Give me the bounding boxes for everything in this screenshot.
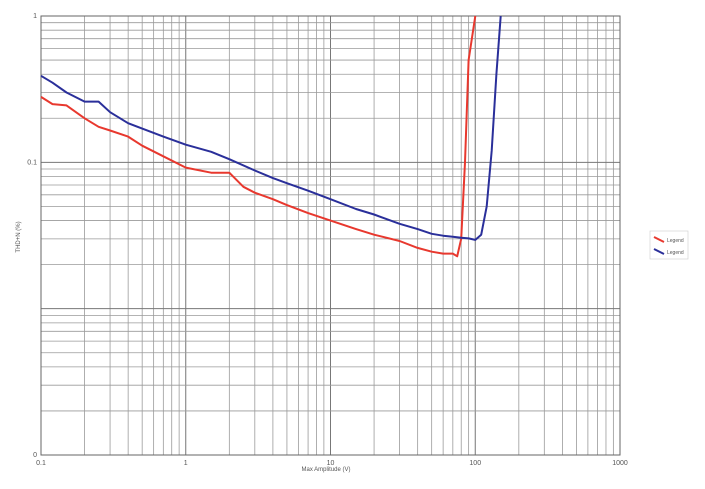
y-tick-label: 1 — [33, 13, 37, 20]
x-tick-label: 100 — [469, 460, 481, 467]
x-tick-label: 1 — [184, 460, 188, 467]
x-tick-label: 1000 — [612, 460, 628, 467]
legend: Legend Legend — [649, 230, 689, 260]
legend-box — [649, 230, 689, 260]
series-layer — [40, 15, 502, 258]
y-tick-label: 0.1 — [27, 159, 37, 166]
series-line-2 — [40, 15, 502, 241]
legend-label-2: Legend — [667, 250, 684, 256]
legend-swatch-2 — [653, 248, 665, 255]
grid-lines — [40, 15, 621, 456]
legend-swatch-1 — [653, 236, 665, 243]
x-axis-title: Max Amplitude (V) — [301, 467, 350, 473]
x-tick-label: 10 — [327, 460, 335, 467]
series-line-1 — [40, 15, 477, 258]
y-axis-title: THD+N (%) — [16, 221, 22, 252]
y-tick-label: 0 — [33, 452, 37, 459]
x-tick-label: 0.1 — [36, 460, 46, 467]
legend-label-1: Legend — [667, 238, 684, 244]
plot-frame — [40, 15, 621, 456]
